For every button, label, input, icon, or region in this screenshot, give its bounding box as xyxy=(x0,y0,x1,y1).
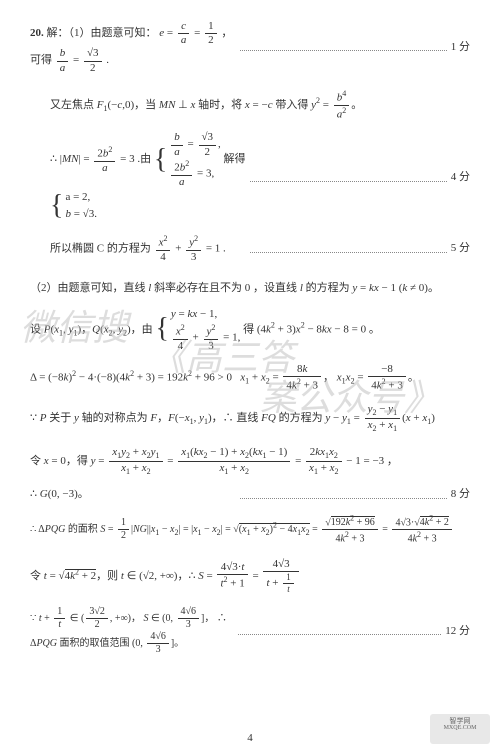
corner-watermark: 智学网 MXQE.COM xyxy=(430,714,490,744)
score-1: 1 分 xyxy=(451,39,470,57)
solution-line-11: ∴ ΔPQG 的面积 S = 12|NG||x1 − x2| = |x1 − x… xyxy=(30,514,470,546)
problem-number: 20. xyxy=(30,27,44,39)
solution-line-13: ∵ t + 1t ∈ (3√22, +∞)， S ∈ (0, 4√63]， ∴ … xyxy=(30,606,470,656)
corner-mark-line1: 智学网 xyxy=(430,717,490,725)
l3-mid: 解得 xyxy=(224,154,246,166)
score-4: 4 分 xyxy=(451,169,470,187)
corner-mark-line2: MXQE.COM xyxy=(430,725,490,732)
l10-content: ∴ G(0, −3)。 xyxy=(30,486,236,504)
dot-leader xyxy=(240,491,446,499)
solution-line-10: ∴ G(0, −3)。 8 分 xyxy=(30,486,470,504)
score-5: 5 分 xyxy=(451,240,470,258)
score-12: 12 分 xyxy=(445,623,470,641)
solution-line-9: 令 x = 0，得 y = x1y2 + x2y1x1 + x2 = x1(kx… xyxy=(30,446,470,477)
solution-line-1: 20. 解：（1）由题意可知： e = ca = 12 ，可得 ba = √32… xyxy=(30,20,470,75)
solution-line-3: ∴ |MN| = 2b2a = 3 .由 { ba = √32, 2b2a = … xyxy=(30,131,470,224)
page-number: 4 xyxy=(247,730,253,748)
solution-line-8: ∵ P 关于 y 轴的对称点为 F，F(−x1, y1)，∴ 直线 FQ 的方程… xyxy=(30,403,470,434)
dot-leader xyxy=(250,174,446,182)
l4-prefix: 所以椭圆 C 的方程为 xyxy=(50,243,151,255)
dot-leader xyxy=(238,627,442,635)
l1-prefix: 解：（1）由题意可知： xyxy=(47,27,157,39)
l4-content: 所以椭圆 C 的方程为 x24 + y23 = 1 . xyxy=(50,234,246,264)
solution-line-4: 所以椭圆 C 的方程为 x24 + y23 = 1 . 5 分 xyxy=(30,234,470,264)
l13-content: ∵ t + 1t ∈ (3√22, +∞)， S ∈ (0, 4√63]， ∴ … xyxy=(30,606,234,656)
score-8: 8 分 xyxy=(451,486,470,504)
solution-line-5: （2）由题意可知，直线 l 斜率必存在且不为 0 ，设直线 l 的方程为 y =… xyxy=(30,280,470,298)
solution-line-7: Δ = (−8k)2 − 4·(−8)(4k2 + 3) = 192k2 + 9… xyxy=(30,363,470,393)
dot-leader xyxy=(240,43,446,51)
l3-b2r1: a = 2, xyxy=(65,189,97,207)
line1-content: 20. 解：（1）由题意可知： e = ca = 12 ，可得 ba = √32… xyxy=(30,20,236,75)
l3-content: ∴ |MN| = 2b2a = 3 .由 { ba = √32, 2b2a = … xyxy=(50,131,246,224)
solution-line-2: 又左焦点 F1(−c,0)，当 MN ⊥ x 轴时，将 x = −c 带入得 y… xyxy=(30,89,470,122)
dot-leader xyxy=(250,245,446,253)
solution-line-6: 设 P(x1, y1)，Q(x2, y2)，由 { y = kx − 1, x2… xyxy=(30,306,470,354)
solution-line-12: 令 t = √4k2 + 2，则 t ∈ (√2, +∞)，∴ S = 4√3·… xyxy=(30,558,470,595)
